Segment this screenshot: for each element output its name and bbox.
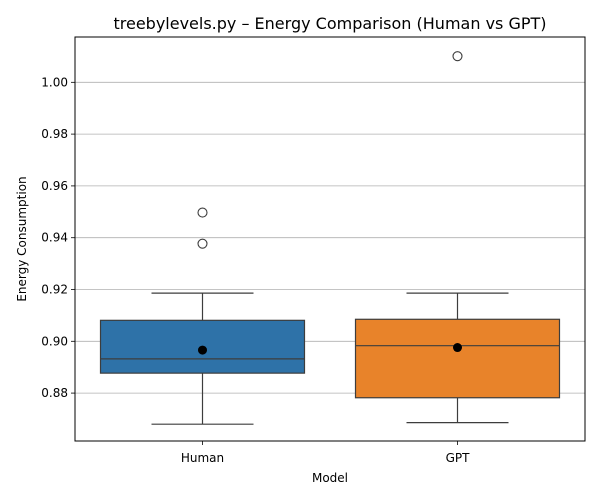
y-tick-label: 0.90 [41, 334, 68, 348]
box-gpt [354, 51, 561, 424]
y-axis-ticks: 0.88 0.90 0.92 0.94 0.96 0.98 1.00 [41, 75, 75, 400]
y-tick-label: 0.92 [41, 283, 68, 297]
x-tick-label: GPT [446, 451, 471, 465]
y-axis-label: Energy Consumption [15, 176, 29, 301]
x-axis-ticks: Human GPT [181, 441, 470, 465]
y-tick-label: 1.00 [41, 75, 68, 89]
mean-marker [453, 343, 462, 353]
y-tick-label: 0.96 [41, 179, 68, 193]
iqr-box [354, 318, 561, 399]
boxes [99, 51, 561, 425]
x-axis-label: Model [312, 471, 348, 485]
outlier-point [452, 51, 463, 62]
mean-marker [198, 345, 207, 355]
chart-title: treebylevels.py – Energy Comparison (Hum… [113, 14, 546, 33]
plot-frame [74, 36, 586, 442]
y-tick-label: 0.88 [41, 386, 68, 400]
box-human [99, 207, 306, 425]
outlier-point [197, 238, 208, 249]
x-tick-label: Human [181, 451, 224, 465]
y-tick-label: 0.98 [41, 127, 68, 141]
y-tick-label: 0.94 [41, 231, 68, 245]
outlier-point [197, 207, 208, 218]
